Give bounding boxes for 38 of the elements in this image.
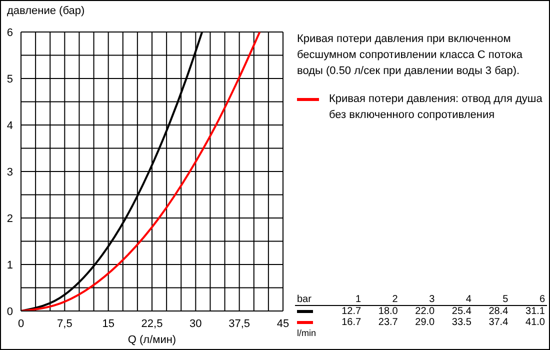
y-axis-title: давление (бар)	[7, 5, 85, 17]
y-tick-label: 6	[6, 26, 13, 39]
x-tick-label: 45	[276, 318, 290, 330]
y-tick-label: 4	[6, 120, 13, 132]
x-tick-label: 22,5	[141, 318, 163, 330]
text: 1	[354, 294, 362, 306]
text: 6	[538, 294, 546, 306]
x-tick-label: 0	[18, 318, 24, 330]
text: 18.0	[377, 306, 399, 317]
text: bar	[296, 294, 312, 306]
text: 3	[428, 294, 436, 306]
text: 22.0	[414, 306, 436, 317]
text: 33.5	[450, 317, 472, 328]
text: Кривая потери давления при включенном бесшумном сопротивлении класса C потока воды (0.50 л/сек при давлении воды 3 бар).	[297, 32, 524, 79]
text: 31.1	[524, 306, 546, 317]
text: 25.4	[450, 306, 472, 317]
y-tick-label: 5	[6, 73, 13, 86]
x-tick-label: 37,5	[228, 318, 250, 330]
text: 16.7	[340, 317, 362, 328]
text: 28.4	[488, 306, 510, 317]
text: 12.7	[340, 306, 362, 317]
text: 4	[464, 294, 472, 306]
legend-label: Кривая потери давления: отвод для душа без включенного сопротивления	[329, 92, 544, 123]
x-tick-label: 15	[102, 318, 114, 330]
text: 2	[391, 294, 399, 306]
text: 29.0	[414, 317, 436, 328]
y-tick-label: 2	[6, 212, 13, 225]
y-tick-label: 1	[6, 259, 13, 272]
text: l/min	[297, 328, 318, 338]
text: 37.4	[488, 317, 510, 328]
text: 41.0	[524, 317, 546, 328]
y-tick-label: 0	[6, 306, 13, 318]
x-axis-title: Q (л/мин)	[128, 334, 176, 346]
text: 23.7	[377, 317, 399, 328]
x-tick-label: 30	[190, 318, 202, 330]
y-tick-label: 3	[6, 166, 13, 178]
text: 5	[502, 294, 510, 306]
x-tick-label: 7,5	[57, 318, 72, 330]
